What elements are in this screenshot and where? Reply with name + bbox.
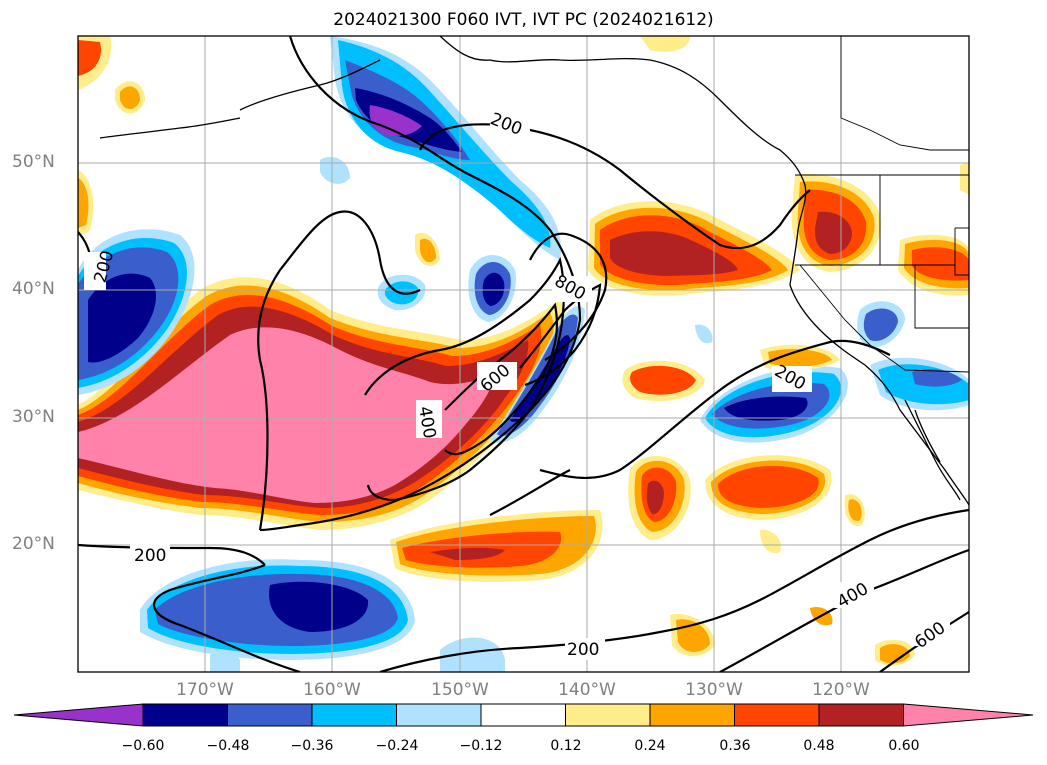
- colorbar-segment: [311, 703, 397, 727]
- lon-label: 120°W: [812, 680, 870, 700]
- lat-label: 40°N: [12, 279, 55, 299]
- colorbar-tick-label: 0.36: [719, 738, 751, 754]
- lon-label: 140°W: [558, 680, 616, 700]
- ivt-contour-200-mid: [529, 232, 608, 361]
- colorbar-segment: [565, 703, 651, 727]
- ivt-contour-200-south2: [152, 563, 301, 672]
- ivt-contour-200-se: [539, 339, 891, 480]
- colorbar-segment: [142, 703, 228, 727]
- colorbar-tick-label: −0.36: [290, 738, 334, 754]
- lon-label: 130°W: [685, 680, 743, 700]
- lat-label: 50°N: [12, 152, 55, 172]
- lon-label: 170°W: [176, 680, 234, 700]
- lat-label: 30°N: [12, 407, 55, 427]
- colorbar-segment: [734, 703, 820, 727]
- ivt-contour-800: [519, 283, 602, 387]
- lon-label: 150°W: [431, 680, 489, 700]
- colorbar-tick-label: 0.12: [550, 738, 582, 754]
- colorbar-segment: [396, 703, 482, 727]
- colorbar-tick-label: 0.60: [888, 738, 920, 754]
- colorbar-tick-label: −0.24: [375, 738, 419, 754]
- ivt-contour-200-south: [78, 543, 266, 566]
- political-borders: [795, 36, 969, 373]
- colorbar-tick-label: 0.48: [803, 738, 835, 754]
- colorbar-tick-label: −0.60: [121, 738, 165, 754]
- colorbar-segment: [649, 703, 735, 727]
- ivt-contour-200-north: [259, 36, 582, 532]
- contour-label-backgrounds: [84, 114, 950, 660]
- colorbar-segment: [227, 703, 313, 727]
- map-title: 2024021300 F060 IVT, IVT PC (2024021612): [333, 10, 714, 30]
- colorbar-tick-label: −0.12: [459, 738, 503, 754]
- lon-label: 160°W: [303, 680, 361, 700]
- contour-label: 200: [567, 640, 599, 660]
- lat-label: 20°N: [12, 534, 55, 554]
- colorbar-tick-label: 0.24: [634, 738, 666, 754]
- map-frame: [77, 35, 970, 673]
- contour-label: 200: [134, 546, 166, 566]
- colorbar-segment: [903, 703, 1034, 727]
- colorbar-segment: [480, 703, 566, 727]
- colorbar-segment: [818, 703, 904, 727]
- ivt-contour-200-inner: [257, 210, 421, 531]
- colorbar: [13, 703, 1034, 727]
- ivt-contours: [78, 36, 969, 672]
- ivt-contour-200-base: [379, 508, 969, 672]
- ivt-contour-400-inner: [364, 256, 565, 502]
- colorbar-segment: [13, 703, 144, 727]
- graticule: [78, 36, 969, 672]
- colorbar-tick-label: −0.48: [206, 738, 250, 754]
